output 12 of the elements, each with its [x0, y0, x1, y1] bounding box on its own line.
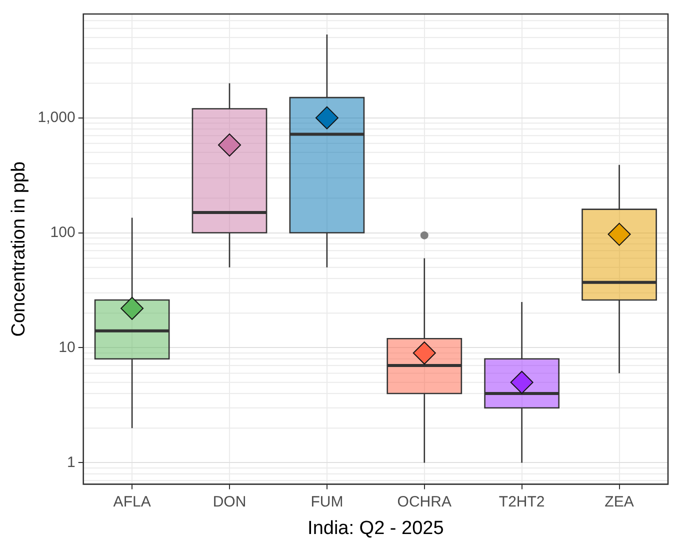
x-tick-label: OCHRA — [397, 493, 452, 510]
x-tick-label: FUM — [310, 493, 344, 510]
y-tick-label: 1 — [66, 454, 76, 471]
y-tick-label: 100 — [50, 224, 76, 241]
x-tick-label: AFLA — [113, 493, 151, 510]
x-axis-title: India: Q2 - 2025 — [308, 518, 444, 539]
y-tick-label: 10 — [58, 338, 76, 356]
y-axis-title: Concentration in ppb — [8, 161, 30, 337]
y-tick-label: 1,000 — [38, 108, 76, 126]
x-tick-label: DON — [212, 493, 246, 510]
x-tick-label: T2HT2 — [498, 493, 545, 510]
x-tick-label: ZEA — [604, 493, 634, 510]
